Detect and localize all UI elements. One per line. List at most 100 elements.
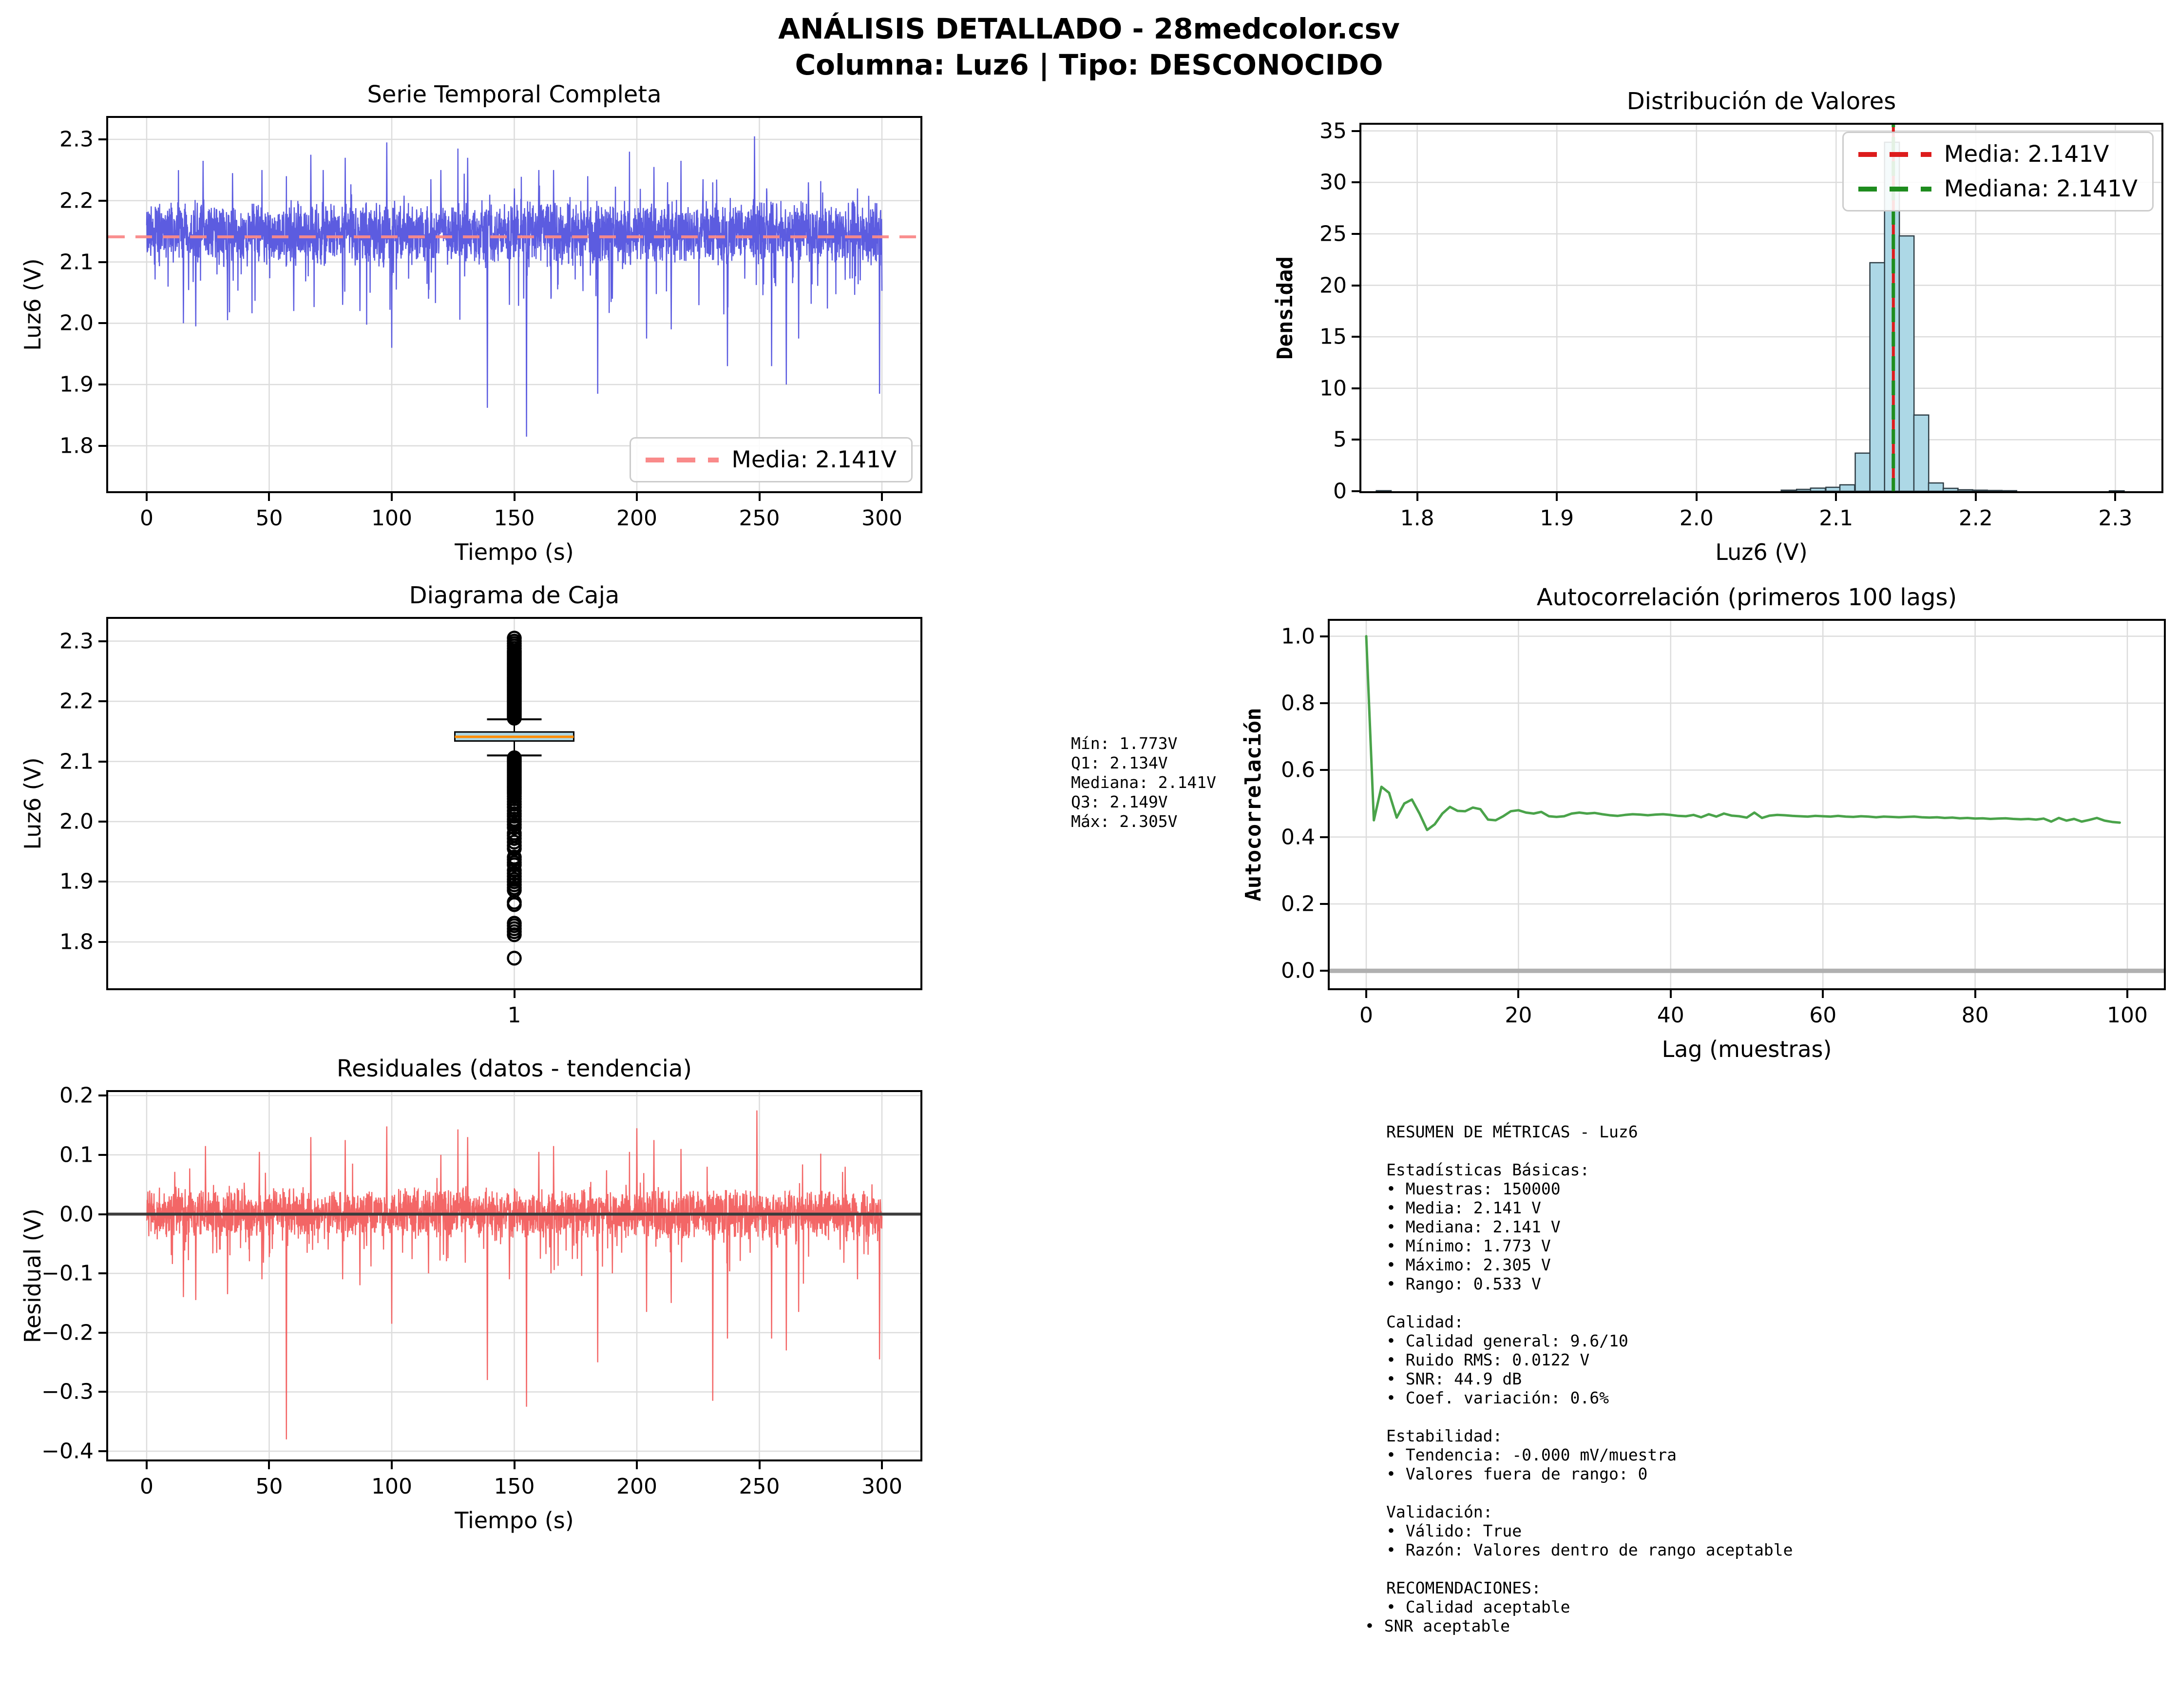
legend-item: Mediana: 2.141V — [1858, 175, 2138, 202]
text-line: Calidad: — [1386, 1312, 1464, 1331]
x-tick-mark — [636, 1461, 638, 1469]
y-tick-label: 35 — [1319, 118, 1347, 144]
y-tick-label: 2.0 — [59, 310, 94, 336]
x-tick-label: 2.1 — [1819, 506, 1853, 531]
x-tick-label: 0 — [139, 1474, 153, 1499]
x-tick-mark — [268, 493, 270, 501]
hist-title: Distribución de Valores — [1626, 88, 1896, 115]
text-line: • Coef. variación: 0.6% — [1386, 1388, 1609, 1407]
text-line: • Mediana: 2.141 V — [1386, 1217, 1561, 1236]
text-line: • Calidad aceptable — [1386, 1597, 1570, 1616]
y-tick-label: 10 — [1319, 376, 1347, 401]
metrics-summary-text: RESUMEN DE MÉTRICAS - Luz6 Estadísticas B… — [1365, 1122, 1793, 1635]
acf-title: Autocorrelación (primeros 100 lags) — [1536, 584, 1957, 611]
y-tick-mark — [1320, 836, 1328, 838]
y-tick-label: 15 — [1319, 324, 1347, 349]
text-line: • Razón: Valores dentro de rango aceptab… — [1386, 1540, 1793, 1559]
y-tick-label: 0.1 — [59, 1142, 94, 1168]
chart-distribucion-valores: 1.8 1.9 2.0 2.1 2.2 2.3 0 5 10 15 20 25 30 35 Distribu… — [1273, 88, 2163, 565]
y-tick-mark — [98, 1213, 106, 1215]
x-tick-label: 0 — [1359, 1003, 1373, 1028]
x-tick-label: 2.0 — [1679, 506, 1714, 531]
x-tick-mark — [1416, 493, 1418, 501]
x-tick-mark — [2126, 990, 2129, 998]
x-tick-mark — [1695, 493, 1698, 501]
y-tick-label: 1.9 — [59, 372, 94, 397]
x-tick-label: 40 — [1657, 1003, 1684, 1028]
y-tick-mark — [98, 881, 106, 883]
boxplot-stats-text: Mín: 1.773V Q1: 2.134V Mediana: 2.141V Q3: … — [1071, 734, 1216, 831]
legend-line-sample — [1858, 186, 1931, 192]
suptitle-line2: Columna: Luz6 | Tipo: DESCONOCIDO — [795, 48, 1383, 81]
y-tick-mark — [1352, 490, 1359, 492]
y-tick-mark — [1320, 902, 1328, 905]
legend-line-sample — [1858, 152, 1931, 157]
text-line — [1386, 1483, 1793, 1502]
y-tick-label: 2.3 — [59, 127, 94, 152]
y-tick-mark — [98, 821, 106, 823]
text-line: RECOMENDACIONES: — [1386, 1578, 1541, 1597]
text-line: • Media: 2.141 V — [1386, 1198, 1541, 1217]
y-tick-mark — [98, 444, 106, 447]
x-tick-mark — [513, 990, 516, 998]
x-tick-mark — [1365, 990, 1367, 998]
x-tick-label: 100 — [371, 1474, 412, 1499]
y-tick-label: 0 — [1333, 479, 1347, 504]
y-tick-mark — [98, 940, 106, 943]
x-tick-mark — [1556, 493, 1558, 501]
x-tick-label: 60 — [1809, 1003, 1837, 1028]
y-tick-mark — [98, 261, 106, 263]
text-line: • Calidad general: 9.6/10 — [1386, 1331, 1628, 1350]
y-tick-label: 2.0 — [59, 809, 94, 834]
x-tick-mark — [390, 1461, 393, 1469]
y-tick-mark — [98, 1153, 106, 1156]
res-plot-canvas — [108, 1092, 920, 1459]
y-tick-label: 20 — [1319, 273, 1347, 298]
text-line: Estabilidad: — [1386, 1426, 1503, 1445]
x-tick-label: 50 — [255, 506, 283, 531]
y-tick-mark — [1352, 439, 1359, 441]
hist-legend: Media: 2.141V Mediana: 2.141V — [1842, 132, 2154, 211]
y-tick-label: 0.0 — [59, 1202, 94, 1227]
x-tick-mark — [758, 1461, 761, 1469]
y-tick-label: 2.3 — [59, 629, 94, 654]
x-tick-mark — [881, 493, 883, 501]
y-tick-mark — [98, 199, 106, 202]
text-line — [1386, 1407, 1793, 1426]
y-tick-mark — [1320, 635, 1328, 637]
y-tick-label: 2.1 — [59, 249, 94, 275]
legend-label: Mediana: 2.141V — [1944, 175, 2138, 202]
x-tick-mark — [1517, 990, 1520, 998]
x-tick-label: 200 — [616, 1474, 657, 1499]
ts-title: Serie Temporal Completa — [367, 81, 662, 108]
y-tick-label: −0.3 — [41, 1379, 94, 1404]
y-tick-label: 25 — [1319, 221, 1347, 247]
x-tick-label: 2.2 — [1958, 506, 1993, 531]
text-line: • Mínimo: 1.773 V — [1386, 1236, 1551, 1255]
res-y-axis-label: Residual (V) — [19, 1208, 46, 1343]
y-tick-label: 2.1 — [59, 749, 94, 774]
y-tick-mark — [1320, 970, 1328, 972]
y-tick-label: 0.6 — [1281, 757, 1315, 783]
x-tick-mark — [2114, 493, 2117, 501]
x-tick-mark — [1974, 493, 1977, 501]
y-tick-label: 30 — [1319, 170, 1347, 195]
x-tick-mark — [1835, 493, 1837, 501]
ts-plot-canvas — [108, 118, 920, 491]
y-tick-mark — [98, 640, 106, 642]
hist-y-axis-label: Densidad — [1273, 256, 1298, 360]
legend-item: Media: 2.141V — [646, 446, 897, 473]
y-tick-mark — [1352, 181, 1359, 184]
ts-y-axis-label: Luz6 (V) — [19, 258, 46, 351]
x-tick-label: 250 — [739, 1474, 780, 1499]
text-line — [1386, 1559, 1793, 1578]
res-title: Residuales (datos - tendencia) — [336, 1055, 692, 1082]
y-tick-mark — [98, 760, 106, 763]
x-tick-mark — [758, 493, 761, 501]
y-tick-mark — [98, 1391, 106, 1393]
y-tick-mark — [98, 1272, 106, 1275]
x-tick-mark — [636, 493, 638, 501]
text-line: • Tendencia: -0.000 mV/muestra — [1386, 1445, 1677, 1464]
text-line — [1386, 1293, 1793, 1312]
y-tick-mark — [98, 1331, 106, 1334]
